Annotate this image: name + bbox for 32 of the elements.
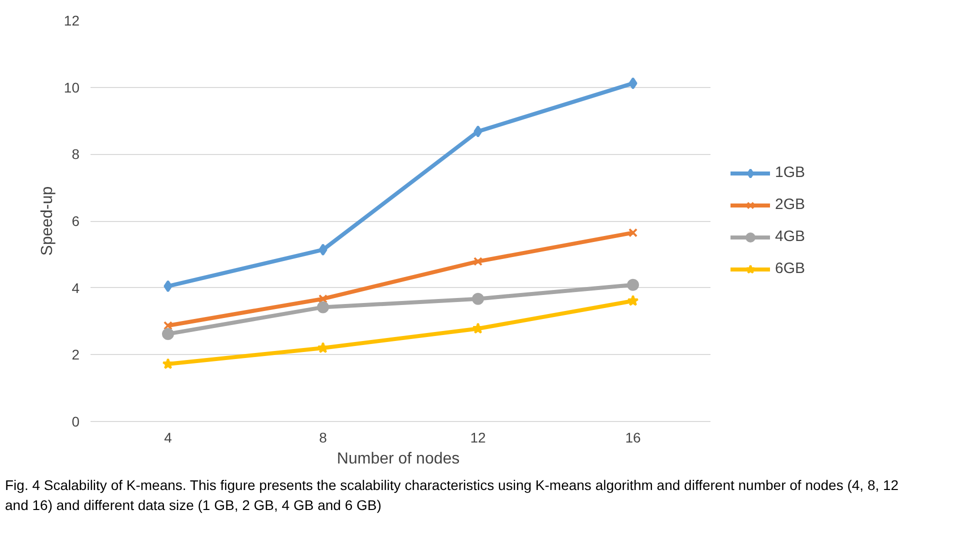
x-tick-label: 12 xyxy=(470,430,486,446)
point xyxy=(474,125,482,138)
x-tick-label: 8 xyxy=(319,430,328,446)
y-axis-title: Speed-up xyxy=(38,186,56,256)
y-tick-label: 0 xyxy=(72,414,80,430)
x-axis-title: Number of nodes xyxy=(336,450,460,468)
point xyxy=(473,256,483,266)
y-tick-label: 8 xyxy=(72,146,80,162)
y-tick-label: 4 xyxy=(72,280,80,296)
caption: Fig. 4 Scalability of K-means. This figure presents the scalability characteristics using K-means algorithm and different number of nodes (4, 8, 12 and 16) and different data size (1 GB, 2 GB, 4 GB and 6 GB) xyxy=(5,476,900,515)
point xyxy=(628,228,638,238)
point xyxy=(162,358,174,370)
y-tick-label: 10 xyxy=(64,79,80,96)
point xyxy=(164,280,172,292)
point xyxy=(163,321,173,330)
point xyxy=(318,244,328,256)
point xyxy=(318,294,328,304)
legend-label: 4GB xyxy=(775,228,806,245)
y-tick-label: 2 xyxy=(72,346,80,363)
point xyxy=(627,278,639,291)
point xyxy=(628,77,638,90)
point xyxy=(317,301,329,314)
point xyxy=(472,292,484,305)
legend-label: 2GB xyxy=(775,196,806,213)
x-tick-label: 4 xyxy=(164,430,172,446)
y-tick-label: 6 xyxy=(72,213,80,229)
y-tick-label: 12 xyxy=(64,12,80,28)
legend-label: 1GB xyxy=(775,164,806,181)
point xyxy=(627,294,639,306)
point xyxy=(162,328,174,340)
x-tick-label: 16 xyxy=(625,430,641,446)
legend-label: 6GB xyxy=(775,260,806,277)
